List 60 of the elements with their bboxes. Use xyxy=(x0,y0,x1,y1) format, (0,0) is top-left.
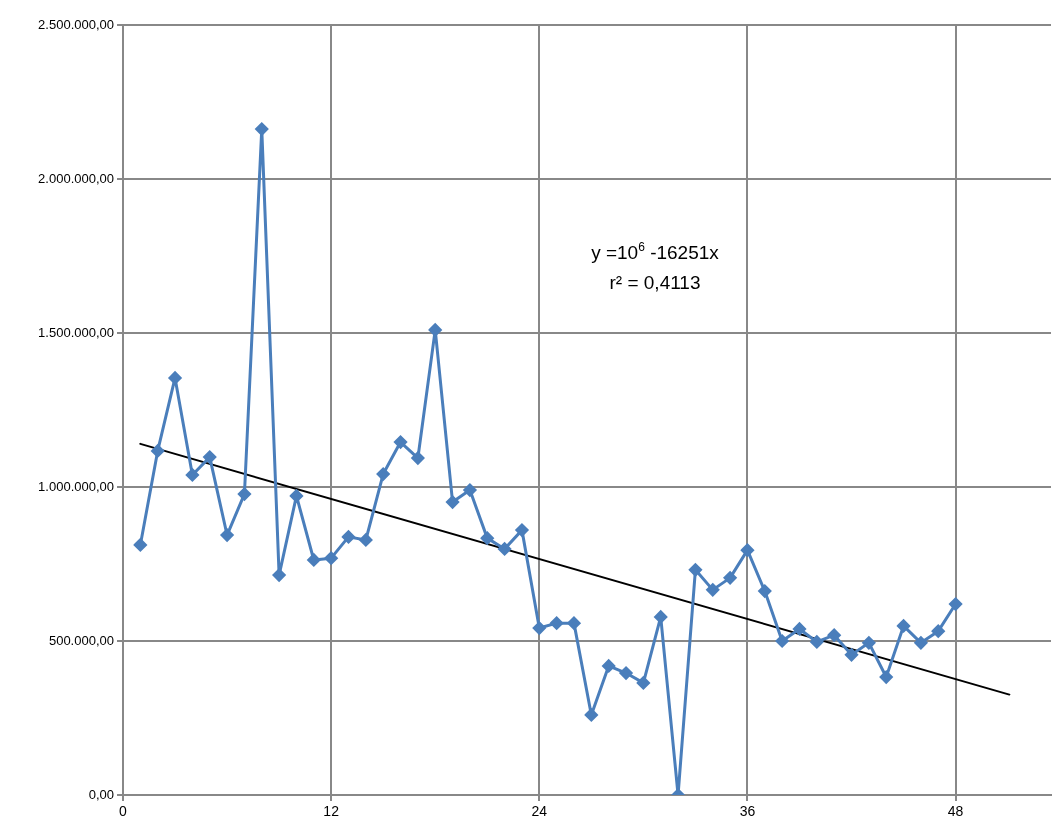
point xyxy=(619,666,633,680)
point xyxy=(515,523,529,537)
point xyxy=(567,616,581,630)
point xyxy=(792,622,806,636)
x-tick-label: 24 xyxy=(531,803,548,820)
point xyxy=(342,530,355,544)
x-tick-label: 36 xyxy=(739,803,756,820)
point xyxy=(185,468,199,482)
point xyxy=(827,628,841,642)
point xyxy=(897,619,911,633)
point xyxy=(428,323,442,337)
point xyxy=(810,635,824,649)
y-tick-label: 0,00 xyxy=(88,786,114,802)
point xyxy=(151,444,165,458)
point xyxy=(636,676,650,690)
x-tick-label: 12 xyxy=(323,803,340,820)
point xyxy=(359,533,373,547)
y-tick-label: 1.500.000,00 xyxy=(38,324,114,340)
point xyxy=(914,636,928,650)
point xyxy=(845,648,859,662)
point xyxy=(255,122,269,136)
point xyxy=(706,583,720,597)
point xyxy=(688,563,702,577)
x-tick-label: 48 xyxy=(947,803,964,820)
point xyxy=(463,483,477,497)
x-tick-label: 0 xyxy=(119,803,128,820)
point xyxy=(203,450,217,464)
point xyxy=(550,616,564,630)
point xyxy=(168,371,182,385)
point xyxy=(220,528,234,542)
point xyxy=(879,670,893,684)
point xyxy=(324,551,338,565)
point xyxy=(289,489,303,503)
point xyxy=(411,451,425,465)
point xyxy=(307,553,321,567)
point xyxy=(532,621,546,635)
point xyxy=(758,584,772,598)
point xyxy=(237,487,251,501)
point xyxy=(775,634,789,648)
point xyxy=(584,708,598,722)
annotation: y =10$^{6}$ -16251x xyxy=(591,240,719,264)
y-tick-label: 2.000.000,00 xyxy=(38,170,114,186)
point xyxy=(931,624,945,638)
point xyxy=(376,467,390,481)
y-tick-label: 1.000.000,00 xyxy=(38,478,114,494)
point xyxy=(654,610,668,624)
point xyxy=(394,435,408,449)
point xyxy=(602,659,616,673)
point xyxy=(480,531,494,545)
point xyxy=(949,597,963,611)
point xyxy=(740,543,754,557)
point xyxy=(862,636,876,650)
annotation: r² = 0,4113 xyxy=(609,272,701,294)
point xyxy=(498,542,512,556)
y-tick-label: 500.000,00 xyxy=(48,632,114,648)
y-tick-label: 2.500.000,00 xyxy=(38,16,114,32)
point xyxy=(723,571,737,585)
point xyxy=(272,568,286,582)
point xyxy=(133,538,147,552)
point xyxy=(446,495,460,509)
